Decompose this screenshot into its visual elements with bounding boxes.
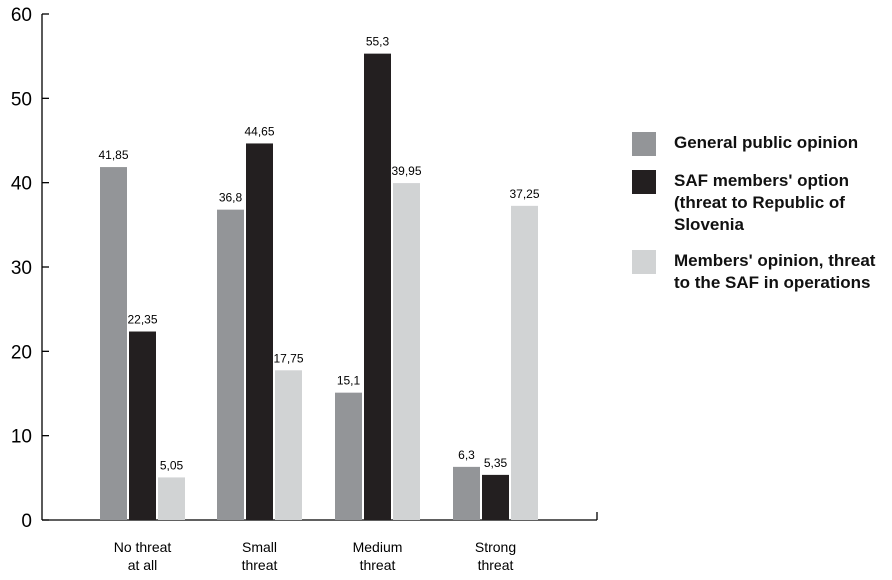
y-tick-label: 10 xyxy=(11,427,32,448)
bar xyxy=(217,209,244,521)
data-label: 55,3 xyxy=(366,35,390,49)
data-label: 36,8 xyxy=(219,191,243,205)
data-label: 37,25 xyxy=(509,187,539,201)
legend-swatch xyxy=(632,132,656,156)
data-label: 22,35 xyxy=(127,313,157,327)
data-label: 17,75 xyxy=(273,351,303,365)
data-labels: 41,85 22,35 5,05 36,8 44,65 17,75 15,1 55,3 39,9… xyxy=(98,35,539,473)
legend-label: General public opinion xyxy=(674,133,859,152)
bar xyxy=(246,143,273,520)
bar xyxy=(482,474,509,520)
bar xyxy=(511,205,538,520)
legend-item-saf-members: SAF members' option (threat to Republic … xyxy=(632,170,892,236)
data-label: 5,05 xyxy=(160,458,184,472)
bar xyxy=(129,331,156,520)
bar xyxy=(158,477,185,520)
bar xyxy=(364,53,391,521)
data-label: 44,65 xyxy=(244,124,274,138)
legend-label: Members' opinion, threat to the SAF in o… xyxy=(674,251,876,292)
y-axis-ticks: 0 10 20 30 40 50 60 xyxy=(11,5,49,532)
legend-swatch xyxy=(632,170,656,194)
x-axis-category-labels: No threat at all Small threat Medium threat St… xyxy=(114,539,516,573)
data-label: 6,3 xyxy=(458,448,475,462)
data-label: 5,35 xyxy=(484,456,508,470)
y-tick-label: 0 xyxy=(21,511,32,532)
bar xyxy=(275,370,302,520)
data-label: 39,95 xyxy=(391,164,421,178)
y-tick-label: 50 xyxy=(11,89,32,110)
y-tick-label: 20 xyxy=(11,342,32,363)
y-tick-label: 60 xyxy=(11,5,32,26)
bar xyxy=(393,183,420,521)
bar xyxy=(100,167,127,520)
legend: General public opinion SAF members' opti… xyxy=(632,132,892,308)
legend-label: SAF members' option (threat to Republic … xyxy=(674,171,850,234)
bar xyxy=(335,392,362,520)
bars xyxy=(100,53,538,521)
legend-item-members-opinion: Members' opinion, threat to the SAF in o… xyxy=(632,250,892,294)
data-label: 15,1 xyxy=(337,374,361,388)
x-category-label: No threat at all xyxy=(114,539,172,573)
bar xyxy=(453,466,480,520)
x-category-label: Small threat xyxy=(242,539,278,573)
x-category-label: Medium threat xyxy=(353,539,403,573)
legend-swatch xyxy=(632,250,656,274)
legend-item-general-public: General public opinion xyxy=(632,132,892,156)
y-tick-label: 40 xyxy=(11,174,32,195)
x-category-label: Strong threat xyxy=(475,539,516,573)
data-label: 41,85 xyxy=(98,148,128,162)
y-tick-label: 30 xyxy=(11,258,32,279)
